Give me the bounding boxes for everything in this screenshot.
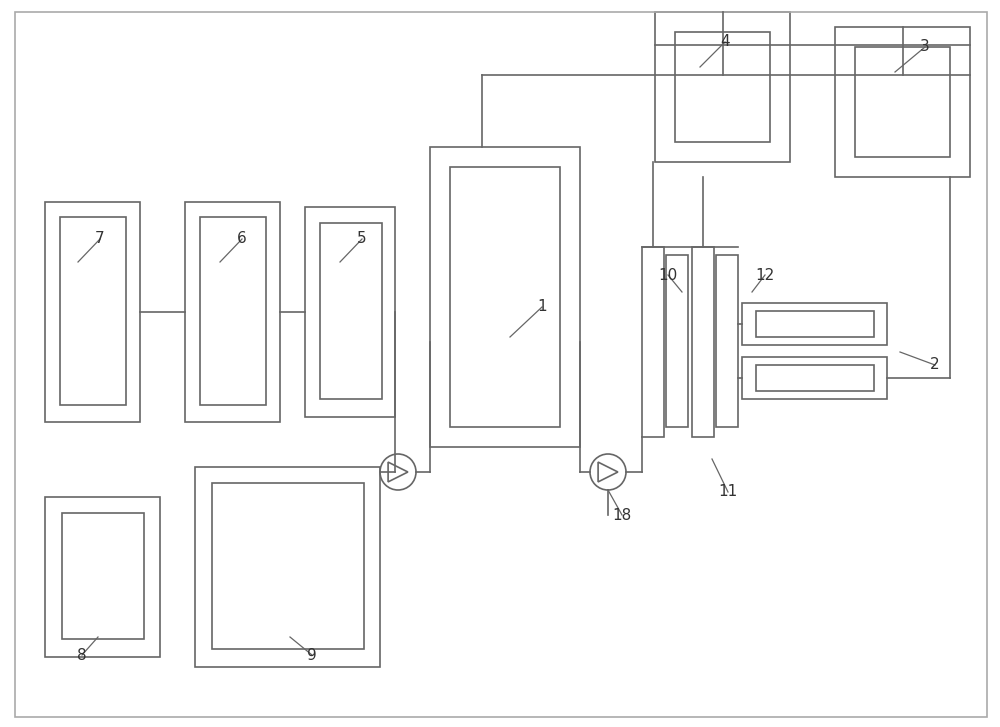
Bar [45, 202, 140, 422]
Text: 9: 9 [307, 648, 317, 662]
Bar [835, 27, 970, 177]
Bar [45, 497, 160, 657]
Bar [185, 202, 280, 422]
Bar [305, 207, 395, 417]
Text: 18: 18 [612, 507, 632, 523]
Text: 8: 8 [77, 648, 87, 662]
Text: 10: 10 [658, 268, 678, 283]
Bar [756, 365, 874, 391]
Bar [62, 513, 144, 639]
Bar [756, 311, 874, 337]
Bar [675, 32, 770, 142]
Bar [655, 12, 790, 162]
Text: 5: 5 [357, 231, 367, 246]
Text: 2: 2 [930, 358, 940, 372]
Bar [666, 255, 688, 427]
Bar [195, 467, 380, 667]
Bar [716, 255, 738, 427]
Bar [642, 247, 664, 437]
Bar [742, 357, 887, 399]
Bar [692, 247, 714, 437]
Bar [450, 167, 560, 427]
Text: 11: 11 [718, 484, 738, 499]
Bar [200, 217, 266, 405]
Bar [855, 47, 950, 157]
Bar [60, 217, 126, 405]
Bar [212, 483, 364, 649]
Bar [430, 147, 580, 447]
Text: 4: 4 [720, 34, 730, 49]
Text: 1: 1 [537, 300, 547, 315]
Text: 7: 7 [95, 231, 105, 246]
Text: 3: 3 [920, 39, 930, 55]
Bar [742, 303, 887, 345]
Text: 12: 12 [755, 268, 775, 283]
Text: 6: 6 [237, 231, 247, 246]
Bar [320, 223, 382, 399]
